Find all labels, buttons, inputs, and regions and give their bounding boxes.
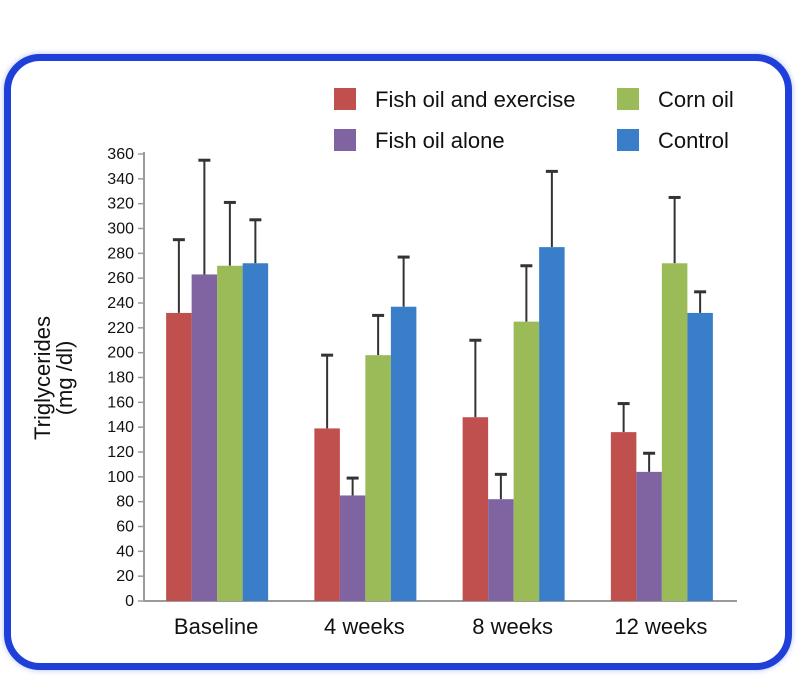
y-tick-label: 260 bbox=[107, 270, 134, 287]
bar bbox=[539, 247, 565, 601]
legend-swatch bbox=[334, 88, 356, 110]
y-tick-label: 300 bbox=[107, 221, 134, 238]
y-axis-title-line: Triglycerides bbox=[30, 316, 55, 440]
y-tick-label: 360 bbox=[107, 146, 134, 163]
bar bbox=[513, 321, 540, 601]
bar bbox=[687, 312, 713, 601]
y-tick-label: 20 bbox=[116, 568, 134, 585]
bar bbox=[365, 355, 391, 601]
y-tick-label: 40 bbox=[116, 543, 134, 560]
y-tick-label: 80 bbox=[116, 494, 134, 511]
y-tick-label: 240 bbox=[107, 295, 134, 312]
bar bbox=[217, 265, 243, 601]
legend-swatch bbox=[617, 88, 639, 110]
x-category-label: Baseline bbox=[174, 614, 258, 639]
bar bbox=[462, 417, 489, 601]
y-tick-label: 160 bbox=[107, 394, 134, 411]
y-tick-label: 180 bbox=[107, 370, 134, 387]
bar bbox=[390, 306, 417, 601]
y-axis-label: Triglycerides(mg /dl) bbox=[30, 316, 77, 440]
y-tick-label: 100 bbox=[107, 469, 134, 486]
y-tick-label: 340 bbox=[107, 171, 134, 188]
legend: Fish oil and exercise Fish oil alone Corn … bbox=[334, 87, 734, 153]
x-category-label: 12 weeks bbox=[614, 614, 707, 639]
y-tick-label: 120 bbox=[107, 444, 134, 461]
y-tick-label: 280 bbox=[107, 245, 134, 262]
y-tick-label: 0 bbox=[125, 593, 134, 610]
bar bbox=[610, 432, 637, 601]
x-category-label: 4 weeks bbox=[324, 614, 405, 639]
bar bbox=[242, 263, 269, 601]
legend-swatch bbox=[617, 129, 639, 151]
y-axis-title: Triglycerides(mg /dl) bbox=[30, 316, 77, 440]
bar bbox=[314, 428, 340, 601]
bar bbox=[166, 312, 192, 601]
bars: Baseline 4 weeks 8 weeks 12 weeks bbox=[166, 158, 713, 639]
y-tick-label: 200 bbox=[107, 345, 134, 362]
bar bbox=[636, 471, 662, 601]
y-tick-label: 320 bbox=[107, 196, 134, 213]
legend-label: Fish oil and exercise bbox=[375, 87, 576, 112]
bar bbox=[191, 274, 218, 601]
legend-swatch bbox=[334, 129, 356, 151]
y-tick-label: 140 bbox=[107, 419, 134, 436]
bar bbox=[661, 263, 688, 601]
bar bbox=[339, 495, 366, 601]
y-tick-label: 220 bbox=[107, 320, 134, 337]
legend-label: Corn oil bbox=[658, 87, 734, 112]
x-category-label: 8 weeks bbox=[472, 614, 553, 639]
y-axis-title-line: (mg /dl) bbox=[52, 341, 77, 416]
legend-label: Fish oil alone bbox=[375, 128, 505, 153]
legend-label: Control bbox=[658, 128, 729, 153]
axes: 0 20 40 60 80 100 120 140 160 180 200 220 240 260 280 3… bbox=[107, 146, 737, 610]
y-tick-label: 60 bbox=[116, 519, 134, 536]
bar bbox=[488, 499, 514, 601]
